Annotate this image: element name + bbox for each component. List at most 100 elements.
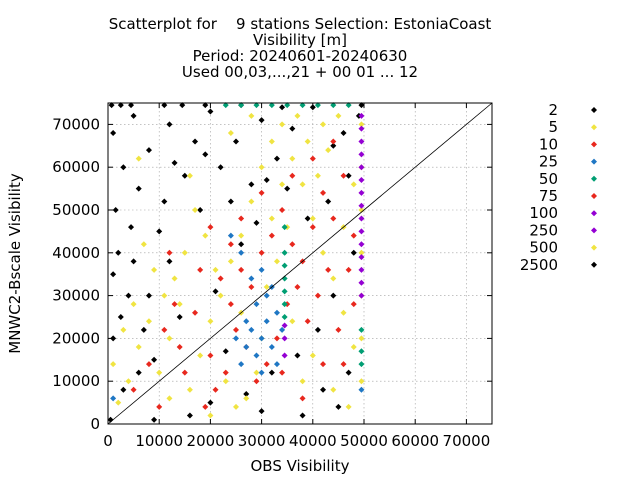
chart-title-line-2: Visibility [m] bbox=[253, 31, 347, 49]
data-point-2 bbox=[212, 288, 219, 295]
data-point-5 bbox=[268, 138, 275, 145]
data-point-5 bbox=[335, 112, 342, 119]
data-point-5 bbox=[171, 275, 178, 282]
data-point-2 bbox=[335, 403, 342, 410]
data-point-10 bbox=[192, 309, 199, 316]
data-point-100 bbox=[358, 266, 365, 273]
data-point-25 bbox=[258, 335, 265, 342]
data-point-25 bbox=[263, 318, 270, 325]
data-point-2 bbox=[179, 102, 186, 109]
data-point-5 bbox=[258, 164, 265, 171]
data-point-10 bbox=[217, 275, 224, 282]
data-point-2 bbox=[330, 142, 337, 149]
data-point-5 bbox=[350, 343, 357, 350]
data-point-2 bbox=[108, 102, 115, 109]
y-tick-label: 20000 bbox=[52, 329, 100, 347]
data-point-100 bbox=[281, 352, 288, 359]
legend-marker bbox=[591, 124, 597, 131]
data-point-50 bbox=[345, 102, 352, 109]
data-point-25 bbox=[253, 352, 260, 359]
plot-frame bbox=[107, 102, 493, 425]
data-point-50 bbox=[281, 275, 288, 282]
data-point-2 bbox=[202, 151, 209, 158]
data-point-5 bbox=[299, 378, 306, 385]
data-point-5 bbox=[253, 369, 260, 376]
data-point-100 bbox=[358, 164, 365, 171]
data-point-100 bbox=[281, 335, 288, 342]
data-point-5 bbox=[222, 378, 229, 385]
data-point-100 bbox=[358, 215, 365, 222]
legend-label: 5 bbox=[548, 118, 558, 136]
data-point-10 bbox=[279, 369, 286, 376]
data-point-100 bbox=[358, 279, 365, 286]
data-point-2 bbox=[304, 215, 311, 222]
legend-label: 100 bbox=[529, 204, 558, 222]
data-point-5 bbox=[309, 352, 316, 359]
data-point-10 bbox=[309, 155, 316, 162]
data-point-10 bbox=[166, 249, 173, 256]
data-point-2 bbox=[161, 198, 168, 205]
data-point-2 bbox=[128, 102, 135, 109]
data-point-25 bbox=[263, 292, 270, 299]
data-point-2 bbox=[222, 348, 229, 355]
data-point-50 bbox=[284, 102, 291, 109]
data-point-2 bbox=[299, 412, 306, 419]
data-point-5 bbox=[304, 138, 311, 145]
data-point-10 bbox=[233, 326, 239, 333]
data-point-50 bbox=[314, 102, 321, 109]
x-tick-label: 30000 bbox=[238, 432, 286, 450]
data-point-2 bbox=[140, 326, 147, 333]
data-point-100 bbox=[358, 228, 365, 235]
legend-marker bbox=[591, 261, 597, 268]
data-point-25 bbox=[268, 343, 275, 350]
data-point-5 bbox=[135, 343, 142, 350]
data-point-10 bbox=[161, 326, 168, 333]
data-point-25 bbox=[358, 386, 365, 393]
data-point-100 bbox=[358, 138, 365, 145]
data-point-2 bbox=[253, 219, 260, 226]
y-axis-label: MNWC2-Bscale Visibility bbox=[6, 173, 24, 354]
data-point-50 bbox=[281, 288, 288, 295]
data-point-2 bbox=[227, 198, 234, 205]
data-point-100 bbox=[358, 112, 365, 119]
data-point-10 bbox=[227, 301, 234, 308]
data-point-25 bbox=[243, 343, 250, 350]
data-point-100 bbox=[358, 189, 365, 196]
chart-title-line-3: Period: 20240601-20240630 bbox=[192, 47, 408, 65]
data-point-50 bbox=[238, 102, 245, 109]
y-tick-label: 50000 bbox=[52, 201, 100, 219]
data-point-2 bbox=[345, 172, 352, 179]
data-point-10 bbox=[248, 284, 255, 291]
data-point-5 bbox=[217, 292, 224, 299]
data-point-5 bbox=[115, 399, 122, 406]
legend-marker bbox=[591, 244, 597, 251]
legend-marker bbox=[591, 175, 597, 182]
legend-label: 2500 bbox=[520, 256, 558, 274]
data-point-5 bbox=[268, 215, 275, 222]
data-point-5 bbox=[345, 403, 352, 410]
data-point-2 bbox=[314, 326, 321, 333]
data-points bbox=[107, 102, 365, 423]
data-point-5 bbox=[197, 352, 204, 359]
data-point-2 bbox=[145, 147, 152, 154]
legend-marker bbox=[591, 141, 597, 148]
data-point-50 bbox=[358, 348, 365, 355]
data-point-10 bbox=[279, 207, 286, 213]
data-point-100 bbox=[358, 254, 365, 261]
data-point-100 bbox=[358, 292, 365, 299]
data-point-25 bbox=[258, 369, 265, 376]
data-point-5 bbox=[358, 249, 365, 256]
data-point-5 bbox=[243, 395, 250, 402]
data-point-5 bbox=[202, 232, 209, 239]
data-point-10 bbox=[263, 361, 270, 368]
data-point-2 bbox=[217, 164, 224, 171]
data-point-2 bbox=[350, 249, 357, 256]
data-point-25 bbox=[243, 318, 250, 325]
data-point-10 bbox=[268, 232, 275, 239]
data-point-10 bbox=[258, 249, 265, 256]
y-tick-label: 10000 bbox=[52, 372, 100, 390]
data-point-5 bbox=[340, 309, 347, 316]
chart-title-line-1: Scatterplot for 9 stations Selection: Es… bbox=[108, 15, 492, 33]
data-point-10 bbox=[299, 395, 306, 402]
data-point-2 bbox=[151, 356, 158, 363]
